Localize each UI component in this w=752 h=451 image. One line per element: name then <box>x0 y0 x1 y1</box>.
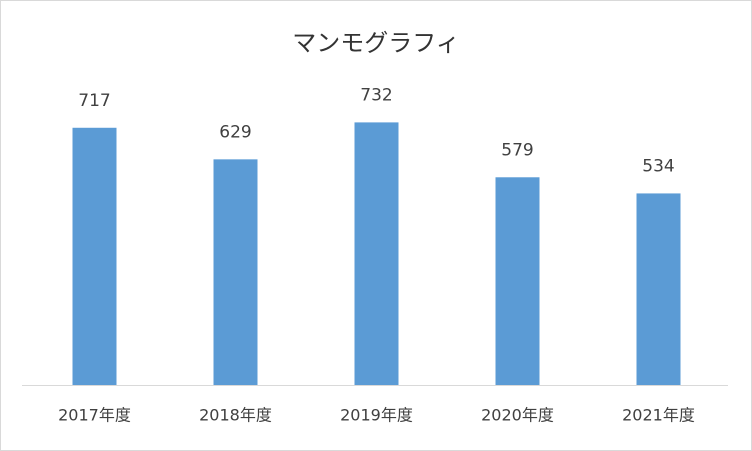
data-label: 629 <box>219 122 251 142</box>
x-tick-label: 2020年度 <box>481 406 554 425</box>
bar <box>636 193 681 385</box>
data-label: 534 <box>642 156 674 176</box>
bar <box>213 159 258 385</box>
data-label: 717 <box>78 91 110 111</box>
chart-title: マンモグラフィ <box>292 29 460 57</box>
data-label: 732 <box>360 85 392 105</box>
bar <box>495 177 540 385</box>
data-label: 579 <box>501 140 533 160</box>
x-tick-label: 2018年度 <box>199 406 272 425</box>
x-tick-label: 2019年度 <box>340 406 413 425</box>
x-tick-label: 2017年度 <box>58 406 131 425</box>
x-tick-label: 2021年度 <box>622 406 695 425</box>
bar <box>72 127 117 386</box>
bar <box>354 122 399 386</box>
